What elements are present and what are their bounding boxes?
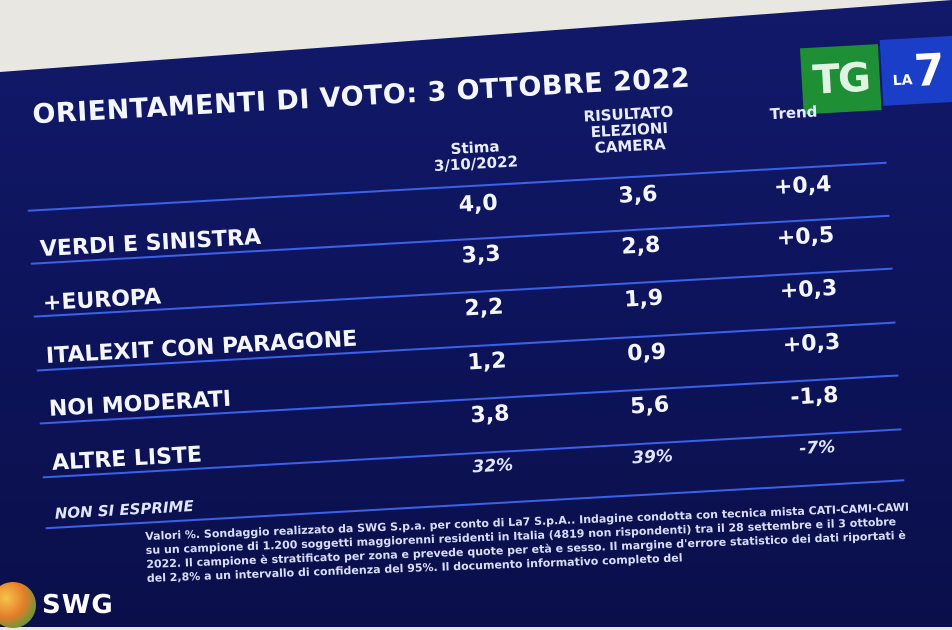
no-opinion-estimate: 32% xyxy=(471,455,514,478)
estimate-value: 2,2 xyxy=(463,294,505,322)
column-header-estimate: Stima 3/10/2022 xyxy=(433,137,519,176)
trend-value: +0,5 xyxy=(776,222,835,251)
result-value: 3,6 xyxy=(617,181,659,209)
trend-value: +0,4 xyxy=(773,171,833,201)
la7-logo: LA 7 xyxy=(879,35,952,106)
trend-value: -1,8 xyxy=(789,382,840,411)
result-value: 5,6 xyxy=(629,392,670,420)
trend-value: +0,3 xyxy=(779,275,838,304)
result-value: 1,9 xyxy=(623,285,664,313)
no-opinion-result: 39% xyxy=(631,446,674,469)
swg-logo-text: SWG xyxy=(42,590,114,620)
estimate-value: 3,8 xyxy=(469,401,511,429)
trend-value: +0,3 xyxy=(782,329,841,358)
no-opinion-trend: -7% xyxy=(798,437,836,460)
swg-logo-icon xyxy=(0,582,36,628)
estimate-value: 1,2 xyxy=(466,348,508,376)
estimate-value: 4,0 xyxy=(458,190,499,218)
column-header-result: RISULTATO ELEZIONI CAMERA xyxy=(583,102,674,158)
swg-logo: SWG xyxy=(0,580,140,630)
estimate-value: 3,3 xyxy=(460,241,502,269)
result-value: 0,9 xyxy=(626,339,667,367)
result-value: 2,8 xyxy=(620,232,661,260)
column-header-trend: Trend xyxy=(769,102,818,124)
no-opinion-label: NON SI ESPRIME xyxy=(54,497,195,523)
party-label: ITALEXIT CON PARAGONE xyxy=(45,326,358,369)
